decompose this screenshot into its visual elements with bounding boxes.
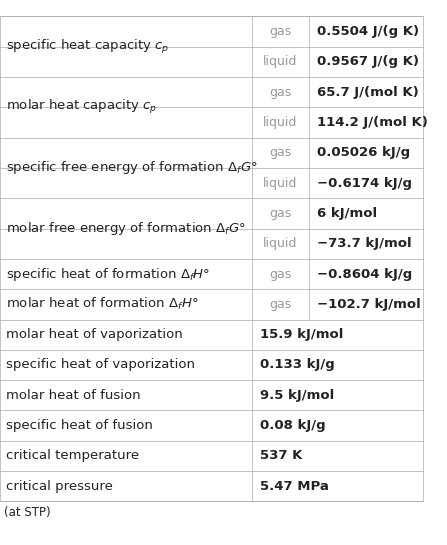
Text: −102.7 kJ/mol: −102.7 kJ/mol	[317, 298, 421, 311]
Text: 5.47 MPa: 5.47 MPa	[260, 480, 329, 493]
Text: gas: gas	[269, 298, 291, 311]
Text: 65.7 J/(mol K): 65.7 J/(mol K)	[317, 86, 419, 99]
Text: 15.9 kJ/mol: 15.9 kJ/mol	[260, 328, 343, 341]
Text: molar heat capacity $c_p$: molar heat capacity $c_p$	[6, 98, 158, 116]
Text: specific heat of fusion: specific heat of fusion	[6, 419, 153, 432]
Text: −0.6174 kJ/g: −0.6174 kJ/g	[317, 177, 412, 190]
Text: critical temperature: critical temperature	[6, 450, 139, 462]
Text: 0.05026 kJ/g: 0.05026 kJ/g	[317, 146, 410, 159]
Text: 0.133 kJ/g: 0.133 kJ/g	[260, 359, 335, 372]
Bar	[0, 16, 423, 501]
Text: 0.5504 J/(g K): 0.5504 J/(g K)	[317, 25, 419, 38]
Text: 114.2 J/(mol K): 114.2 J/(mol K)	[317, 116, 428, 129]
Text: molar heat of fusion: molar heat of fusion	[6, 389, 141, 402]
Text: gas: gas	[269, 146, 291, 159]
Text: critical pressure: critical pressure	[6, 480, 113, 493]
Text: −0.8604 kJ/g: −0.8604 kJ/g	[317, 268, 412, 281]
Text: (at STP): (at STP)	[4, 506, 51, 519]
Text: specific heat of formation $\Delta_f H°$: specific heat of formation $\Delta_f H°$	[6, 265, 211, 282]
Text: gas: gas	[269, 268, 291, 281]
Text: 0.08 kJ/g: 0.08 kJ/g	[260, 419, 325, 432]
Text: gas: gas	[269, 86, 291, 99]
Text: specific heat of vaporization: specific heat of vaporization	[6, 359, 195, 372]
Text: molar heat of vaporization: molar heat of vaporization	[6, 328, 183, 341]
Text: 537 K: 537 K	[260, 450, 302, 462]
Text: specific heat capacity $c_p$: specific heat capacity $c_p$	[6, 38, 169, 56]
Text: 6 kJ/mol: 6 kJ/mol	[317, 207, 377, 220]
Text: molar free energy of formation $\Delta_f G°$: molar free energy of formation $\Delta_f…	[6, 220, 246, 237]
Text: −73.7 kJ/mol: −73.7 kJ/mol	[317, 237, 412, 250]
Text: liquid: liquid	[263, 56, 297, 68]
Text: 0.9567 J/(g K): 0.9567 J/(g K)	[317, 56, 419, 68]
Text: gas: gas	[269, 207, 291, 220]
Text: liquid: liquid	[263, 237, 297, 250]
Text: liquid: liquid	[263, 177, 297, 190]
Text: liquid: liquid	[263, 116, 297, 129]
Text: 9.5 kJ/mol: 9.5 kJ/mol	[260, 389, 334, 402]
Text: molar heat of formation $\Delta_f H°$: molar heat of formation $\Delta_f H°$	[6, 296, 199, 312]
Text: gas: gas	[269, 25, 291, 38]
Text: specific free energy of formation $\Delta_f G°$: specific free energy of formation $\Delt…	[6, 160, 258, 177]
